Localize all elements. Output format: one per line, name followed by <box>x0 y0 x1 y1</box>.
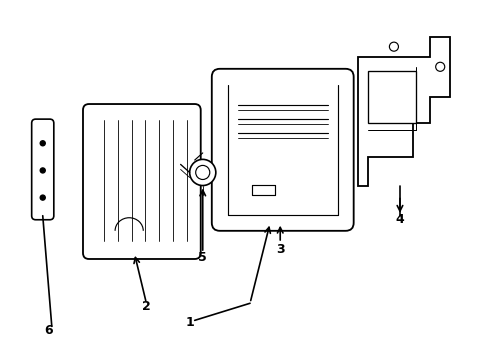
Circle shape <box>40 168 45 173</box>
Text: 4: 4 <box>395 213 404 226</box>
Text: 1: 1 <box>185 316 194 329</box>
FancyBboxPatch shape <box>32 119 54 220</box>
Text: 3: 3 <box>276 243 285 256</box>
Circle shape <box>196 165 210 180</box>
Circle shape <box>190 159 216 185</box>
Text: 2: 2 <box>142 300 151 313</box>
Text: 5: 5 <box>198 251 207 264</box>
FancyBboxPatch shape <box>83 104 201 259</box>
Circle shape <box>40 195 45 200</box>
Circle shape <box>436 62 445 71</box>
Text: 6: 6 <box>45 324 53 337</box>
FancyBboxPatch shape <box>368 71 416 123</box>
FancyBboxPatch shape <box>212 69 354 231</box>
Circle shape <box>40 141 45 146</box>
Circle shape <box>390 42 398 51</box>
